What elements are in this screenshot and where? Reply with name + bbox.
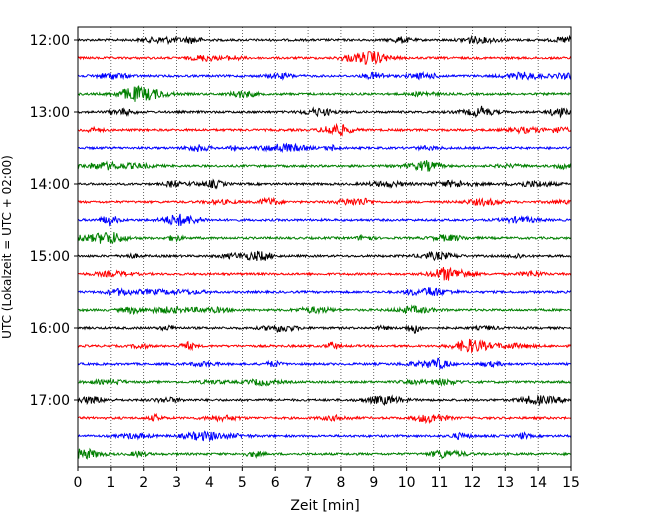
y-tick-label-14:00: 14:00: [30, 177, 70, 193]
x-tick-label-11: 11: [431, 475, 449, 491]
x-tick-label-8: 8: [336, 475, 345, 491]
trace-1315: [77, 122, 572, 137]
trace-1530: [77, 287, 572, 297]
x-tick-label-6: 6: [271, 475, 280, 491]
trace-1200: [78, 34, 572, 46]
trace-1245: [77, 84, 572, 102]
trace-1445: [77, 232, 572, 245]
y-tick-label-12:00: 12:00: [30, 33, 70, 49]
trace-1630: [77, 357, 572, 370]
x-tick-label-9: 9: [369, 475, 378, 491]
x-tick-label-10: 10: [398, 475, 416, 491]
y-axis-label: UTC (Lokalzeit = UTC + 02:00): [0, 155, 14, 339]
y-tick-label-17:00: 17:00: [30, 393, 70, 409]
x-axis-label: Zeit [min]: [290, 498, 359, 514]
trace-1645: [77, 377, 572, 387]
x-tick-label-3: 3: [172, 475, 181, 491]
trace-1300: [77, 105, 572, 119]
x-tick-label-7: 7: [304, 475, 313, 491]
trace-1615: [77, 338, 572, 354]
grid-lines: [110, 27, 539, 467]
trace-1345: [77, 160, 572, 172]
x-tick-label-1: 1: [106, 475, 115, 491]
trace-1415: [77, 196, 572, 207]
x-tick-label-15: 15: [562, 475, 580, 491]
x-tick-label-2: 2: [139, 475, 148, 491]
trace-1745: [77, 447, 572, 460]
trace-1700: [77, 394, 572, 407]
y-ticks: 12:00 13:00 14:00 15:00 16:00 17:00: [30, 33, 78, 409]
trace-1430: [77, 213, 572, 227]
x-tick-label-5: 5: [238, 475, 247, 491]
y-tick-label-16:00: 16:00: [30, 321, 70, 337]
trace-1400: [77, 178, 572, 190]
x-ticks: 0 1 2 3 4 5 6 7 8 9 10 11 12 13 14 15: [74, 467, 580, 491]
x-tick-label-0: 0: [74, 475, 83, 491]
trace-1715: [78, 412, 572, 425]
trace-1515: [77, 266, 572, 281]
trace-1215: [77, 51, 572, 66]
x-tick-label-13: 13: [496, 475, 514, 491]
trace-1230: [77, 70, 572, 81]
trace-1545: [77, 304, 572, 316]
trace-1500: [77, 250, 572, 262]
trace-1730: [77, 430, 572, 442]
trace-1330: [77, 142, 572, 154]
seismic-traces: [77, 34, 572, 460]
y-tick-label-15:00: 15:00: [30, 249, 70, 265]
y-tick-label-13:00: 13:00: [30, 105, 70, 121]
x-tick-label-14: 14: [529, 475, 547, 491]
x-tick-label-12: 12: [463, 475, 481, 491]
trace-1600: [77, 324, 572, 334]
plot-frame: [77, 26, 572, 468]
x-tick-label-4: 4: [205, 475, 214, 491]
